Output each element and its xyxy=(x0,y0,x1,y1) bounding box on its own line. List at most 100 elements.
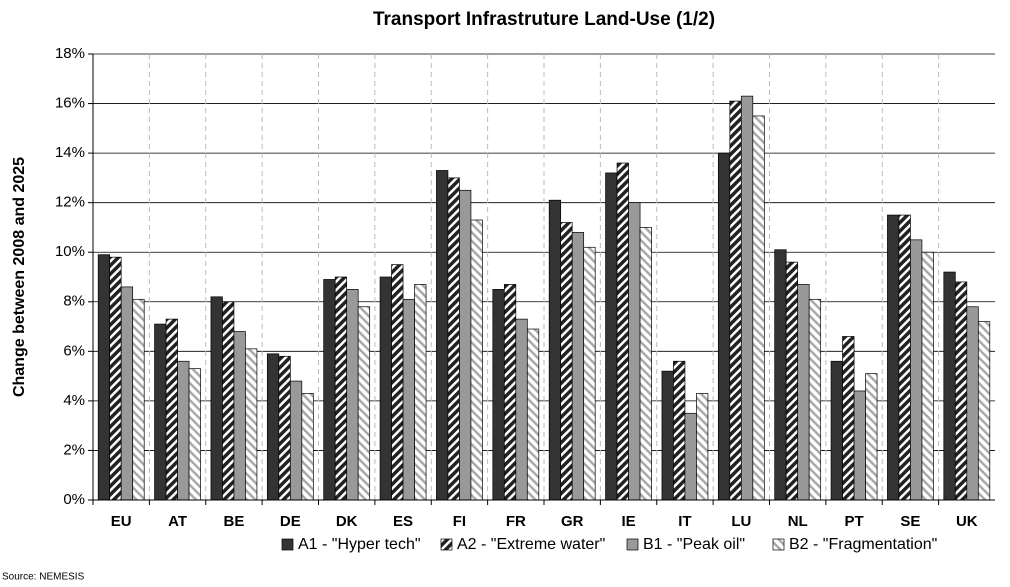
bar xyxy=(165,318,178,501)
x-tick-label: IT xyxy=(678,513,691,530)
y-tick-label: 8% xyxy=(63,293,85,310)
bar xyxy=(289,380,303,501)
x-tick-label: DK xyxy=(336,513,358,530)
bar xyxy=(515,318,528,501)
legend-swatch xyxy=(440,538,453,551)
bar xyxy=(684,412,697,501)
y-tick-label: 16% xyxy=(55,95,85,112)
bar xyxy=(977,321,991,501)
bar xyxy=(752,115,765,501)
x-tick-label: FR xyxy=(506,513,526,530)
bar xyxy=(954,281,968,501)
bar xyxy=(774,249,787,501)
source: Source: NEMESIS xyxy=(2,572,85,583)
bar xyxy=(661,370,674,501)
bar xyxy=(729,100,742,501)
bar xyxy=(696,393,709,501)
bar xyxy=(245,348,258,501)
bar xyxy=(109,256,122,501)
bar xyxy=(910,239,923,501)
bar xyxy=(402,298,415,501)
y-tick-label: 18% xyxy=(55,45,85,62)
bar xyxy=(188,368,201,501)
y-tick-label: 14% xyxy=(55,144,85,161)
bar xyxy=(222,301,235,501)
y-tick-label: 6% xyxy=(63,342,85,359)
bar xyxy=(921,251,934,501)
x-tick-label: ES xyxy=(393,513,413,530)
legend-swatch xyxy=(626,538,639,551)
bar xyxy=(571,232,585,501)
x-tick-label: AT xyxy=(168,513,187,530)
legend-label: A1 - "Hyper tech" xyxy=(298,536,421,553)
bar xyxy=(459,189,472,501)
bar xyxy=(346,289,359,501)
bar xyxy=(808,298,822,501)
legend-swatch xyxy=(281,538,294,551)
bar xyxy=(503,284,517,501)
bar xyxy=(887,214,900,501)
bar xyxy=(120,286,134,501)
bar xyxy=(865,373,878,501)
bar xyxy=(334,276,348,501)
bar xyxy=(853,390,866,501)
bar xyxy=(740,95,754,501)
y-tick-label: 12% xyxy=(55,194,85,211)
bar xyxy=(526,328,540,501)
bar xyxy=(154,323,167,501)
x-tick-label: UK xyxy=(956,513,978,530)
legend-label: B1 - "Peak oil" xyxy=(643,536,745,553)
y-tick-label: 2% xyxy=(63,441,85,458)
x-tick-label: PT xyxy=(844,513,863,530)
x-tick-label: DE xyxy=(280,513,301,530)
bar xyxy=(628,202,641,501)
bar xyxy=(132,298,145,501)
bar xyxy=(301,393,314,501)
bar xyxy=(797,284,810,501)
y-tick-label: 10% xyxy=(55,243,85,260)
bar xyxy=(830,360,843,501)
legend-label: B2 - "Fragmentation" xyxy=(789,536,937,553)
x-tick-label: LU xyxy=(731,513,751,530)
bar xyxy=(177,360,190,501)
bar xyxy=(492,289,505,501)
bar xyxy=(436,170,449,501)
bar xyxy=(898,214,911,501)
bar xyxy=(583,246,596,501)
bar xyxy=(470,219,483,501)
bar xyxy=(379,276,392,501)
chart-title: Transport Infrastruture Land-Use (1/2) xyxy=(373,9,715,30)
x-tick-label: GR xyxy=(561,513,584,530)
x-tick-label: FI xyxy=(453,513,466,530)
bar xyxy=(673,360,686,501)
legend-label: A2 - "Extreme water" xyxy=(457,536,605,553)
bar xyxy=(391,264,404,501)
y-tick-label: 0% xyxy=(63,491,85,508)
bar xyxy=(717,152,731,501)
x-tick-label: BE xyxy=(224,513,245,530)
bar xyxy=(842,336,855,501)
bar xyxy=(97,254,111,501)
bar xyxy=(605,172,618,501)
bar xyxy=(447,177,460,501)
bar xyxy=(966,306,979,501)
bar xyxy=(278,355,291,501)
bar xyxy=(414,284,427,501)
x-tick-label: NL xyxy=(788,513,808,530)
bar xyxy=(560,222,573,501)
bar xyxy=(548,199,562,501)
bar xyxy=(943,271,956,501)
bar xyxy=(785,261,799,501)
bar xyxy=(233,331,246,501)
bar xyxy=(639,227,652,501)
bar xyxy=(357,306,371,501)
legend-swatch xyxy=(772,538,785,551)
bar xyxy=(266,353,280,501)
x-tick-label: EU xyxy=(111,513,132,530)
bar xyxy=(323,279,336,501)
y-tick-label: 4% xyxy=(63,392,85,409)
y-axis-label: Change between 2008 and 2025 xyxy=(11,157,28,397)
x-tick-label: IE xyxy=(621,513,635,530)
bar xyxy=(616,162,629,501)
